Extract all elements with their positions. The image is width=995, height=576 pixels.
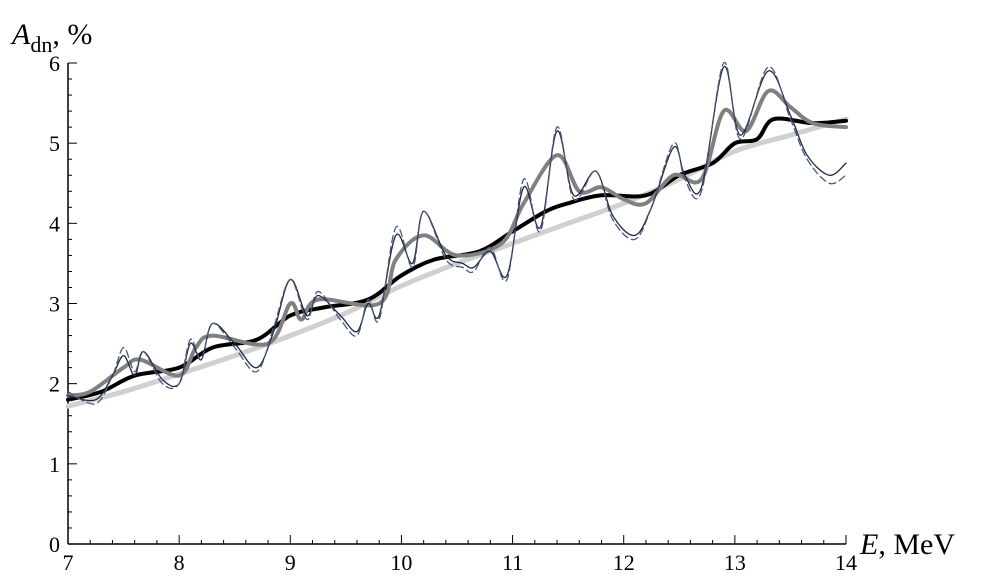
axes xyxy=(67,63,846,545)
y-tick-label: 3 xyxy=(49,292,60,317)
y-tick-label: 2 xyxy=(49,372,60,397)
x-tick-label: 7 xyxy=(63,550,74,575)
series-line-black-thick xyxy=(66,116,848,402)
series-line-dashed-thin xyxy=(67,62,847,405)
y-axis-subscript: dn xyxy=(30,32,52,57)
x-axis-symbol: E xyxy=(859,528,878,561)
x-axis-unit: , MeV xyxy=(878,528,955,561)
x-tick-label: 9 xyxy=(285,550,296,575)
y-axis-symbol: A xyxy=(10,18,31,51)
y-tick-label: 1 xyxy=(49,452,60,477)
y-axis-unit: , % xyxy=(52,18,92,51)
x-tick-label: 8 xyxy=(174,550,185,575)
y-tick-label: 5 xyxy=(49,131,60,156)
x-tick-label: 12 xyxy=(613,550,635,575)
labels-layer: Adn, % E, MeV xyxy=(10,18,955,561)
y-tick-label: 4 xyxy=(49,211,60,236)
y-axis-title: Adn, % xyxy=(10,18,92,57)
series-layer xyxy=(65,62,849,409)
x-tick-label: 11 xyxy=(502,550,523,575)
x-tick-label: 10 xyxy=(390,550,412,575)
y-tick-label: 0 xyxy=(49,532,60,557)
series-line-dark-thin xyxy=(67,66,847,402)
x-tick-label: 14 xyxy=(835,550,857,575)
x-axis-title: E, MeV xyxy=(859,528,955,561)
series-line-gray-thick xyxy=(66,88,848,398)
x-tick-label: 13 xyxy=(724,550,746,575)
y-tick-label: 6 xyxy=(49,51,60,76)
